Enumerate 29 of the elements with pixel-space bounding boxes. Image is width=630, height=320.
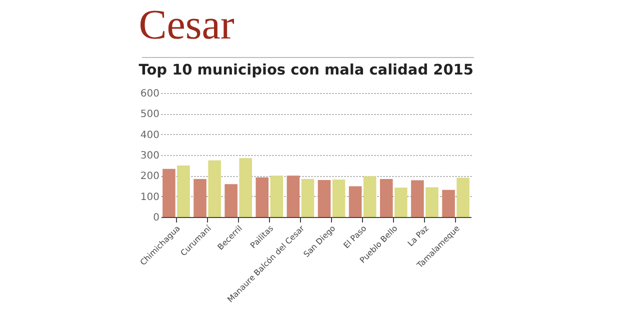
bar <box>426 187 438 217</box>
chart-title: Cesar <box>138 2 234 48</box>
y-tick-label: 500 <box>140 109 160 120</box>
bar <box>332 180 346 217</box>
bar <box>442 190 455 217</box>
bar <box>318 180 331 217</box>
bar <box>456 178 470 217</box>
bar <box>363 176 376 217</box>
y-tick-label: 300 <box>140 150 160 162</box>
bar <box>411 180 424 217</box>
bar <box>224 184 238 217</box>
bar <box>380 178 393 217</box>
y-tick-label: 200 <box>140 171 160 182</box>
bar <box>194 178 206 217</box>
y-tick-label: 600 <box>140 88 160 100</box>
bar <box>394 188 408 217</box>
bar <box>208 160 221 217</box>
bar <box>162 168 176 217</box>
bar <box>270 176 284 217</box>
bar <box>286 176 300 217</box>
bar <box>348 186 362 217</box>
bar <box>301 178 314 217</box>
bar <box>177 166 190 217</box>
chart-subtitle: Top 10 municipios con mala calidad 2015 <box>138 62 474 78</box>
bar <box>239 158 252 217</box>
y-tick-label: 400 <box>140 130 160 141</box>
bar <box>256 177 269 217</box>
y-tick-label: 100 <box>140 192 160 203</box>
y-tick-label: 0 <box>153 212 160 224</box>
